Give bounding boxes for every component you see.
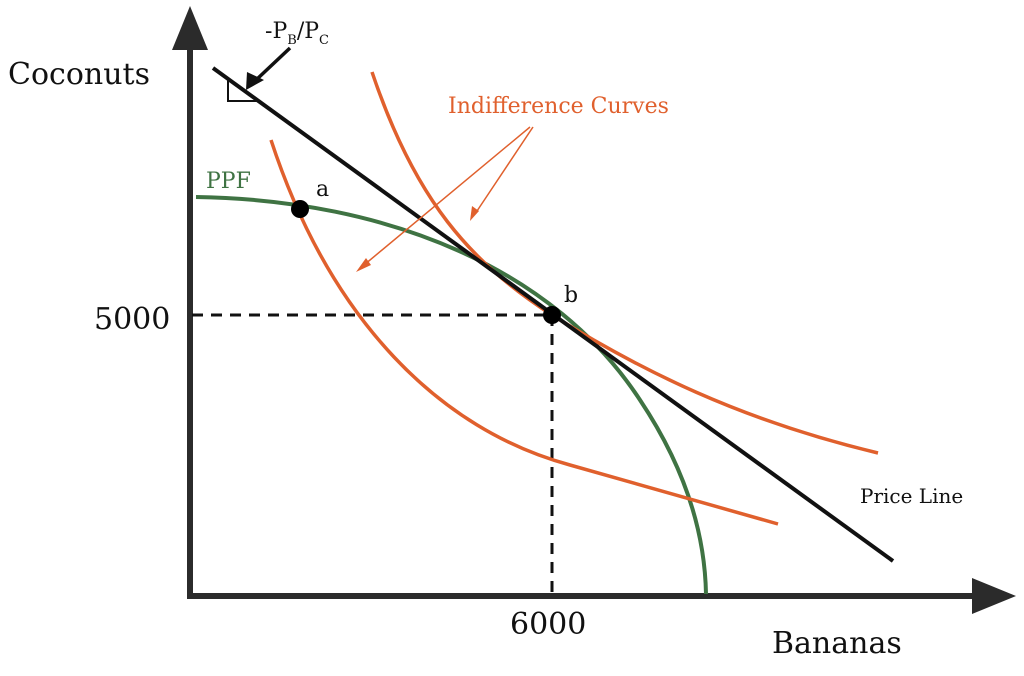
price-line-label: Price Line [860,484,963,508]
y-axis-arrowhead [172,6,208,50]
point-a [291,200,309,218]
ic-pointer-arrow-left [363,126,531,266]
indifference-curves-label: Indifference Curves [448,94,669,119]
point-a-label: a [316,177,329,202]
slope-arrow [254,46,292,82]
ic-pointer-arrow-right [474,126,534,215]
slope-p2-sub: C [319,33,329,48]
point-b [543,306,561,324]
point-b-label: b [564,283,578,308]
ic-pointer-arrowhead-left [356,258,371,272]
x-axis-label: Bananas [772,626,902,661]
slope-slash: / [297,19,305,44]
slope-label: -PB/PC [265,19,329,48]
slope-marker [227,79,258,102]
x-axis-arrowhead [972,578,1016,614]
slope-arrowhead [246,72,264,90]
slope-p2: P [304,19,319,44]
y-tick-label: 5000 [94,302,170,337]
slope-sign: - [265,19,272,44]
x-tick-label: 6000 [510,607,586,642]
ppf-curve [195,195,708,595]
indifference-curve-higher [370,71,879,455]
ppf-label: PPF [206,169,251,194]
indifference-curve-lower [269,139,779,526]
y-axis-label: Coconuts [8,57,150,92]
slope-p1: P [272,19,287,44]
ic-pointer-arrowhead-right [470,206,479,221]
slope-p1-sub: B [287,33,297,48]
